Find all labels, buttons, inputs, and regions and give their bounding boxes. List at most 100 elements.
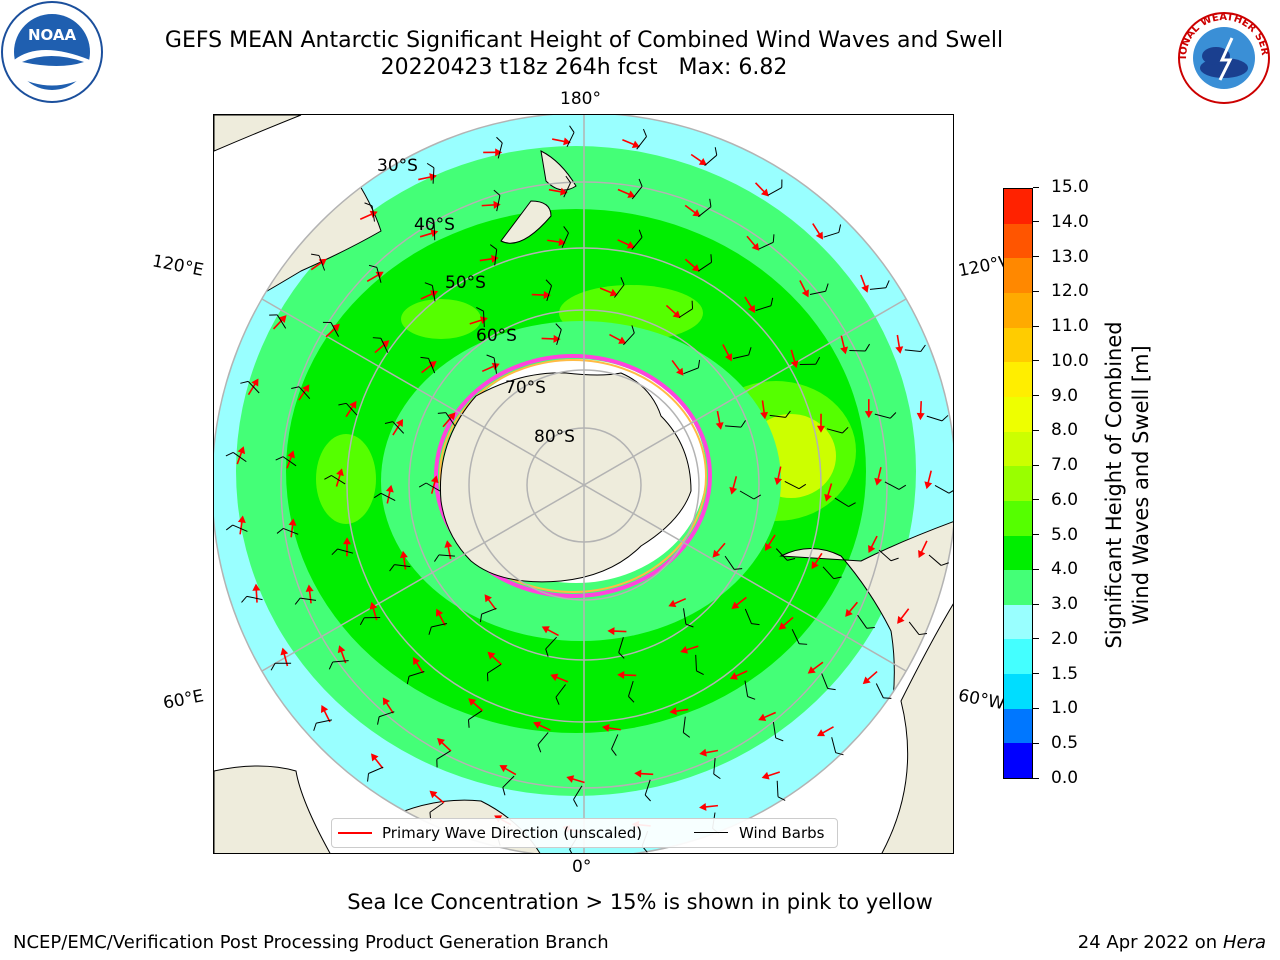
- wave-direction-arrow: [412, 657, 424, 674]
- wind-barb: [826, 426, 849, 434]
- wind-barb: [367, 766, 384, 782]
- wave-direction-arrow: [550, 673, 569, 683]
- wind-barb: [294, 597, 317, 605]
- wind-barb: [809, 283, 829, 295]
- wave-direction-arrow: [764, 534, 776, 552]
- wave-direction-arrow: [252, 583, 261, 603]
- wave-direction-arrow: [807, 661, 824, 674]
- wave-direction-arrow: [864, 399, 873, 419]
- colorbar-tick: 13.0: [1033, 248, 1089, 266]
- colorbar-tick: 7.0: [1033, 457, 1078, 474]
- land-corner-se: [881, 603, 953, 853]
- lat-label-80s: 80°S: [534, 427, 575, 447]
- wind-barb: [555, 684, 566, 705]
- wind-barb: [384, 421, 405, 434]
- wind-barb: [389, 564, 411, 572]
- wave-direction-arrow: [811, 552, 823, 570]
- wave-field-5m-nw: [401, 299, 481, 339]
- wind-barb: [428, 623, 448, 635]
- colorbar-segment: [1004, 535, 1032, 571]
- wave-direction-arrow: [547, 238, 566, 246]
- footer-date: 24 Apr 2022 on Hera: [1078, 932, 1266, 953]
- legend-wave-label: Primary Wave Direction (unscaled): [382, 824, 643, 842]
- colorbar-segment: [1004, 258, 1032, 294]
- wind-barb: [502, 775, 515, 796]
- wind-barb: [682, 716, 691, 738]
- wave-direction-arrow: [399, 550, 408, 570]
- map-svg: 30°S 40°S 50°S 60°S 70°S 80°S: [214, 115, 953, 853]
- wave-direction-arrow: [286, 450, 295, 469]
- wave-direction-arrow: [468, 698, 484, 712]
- wave-direction-arrow: [684, 204, 701, 217]
- wind-barb: [725, 420, 746, 428]
- title-line-2: 20220423 t18z 264h fcst Max: 6.82: [380, 55, 788, 80]
- wind-barb: [884, 481, 907, 490]
- colorbar-segment: [1004, 466, 1032, 501]
- wind-barb: [331, 548, 354, 556]
- lat-label-70s: 70°S: [505, 378, 546, 398]
- wave-direction-arrow: [325, 323, 340, 338]
- wind-barb: [857, 614, 875, 629]
- wave-direction-arrow: [862, 670, 878, 685]
- wind-barb: [772, 722, 784, 742]
- colorbar-tick: 2.0: [1033, 630, 1078, 648]
- wave-direction-arrow: [437, 738, 452, 752]
- wind-barb: [537, 732, 549, 753]
- legend-barb-line: [694, 832, 728, 833]
- antarctica: [439, 372, 692, 583]
- wind-barb: [269, 314, 287, 329]
- title-line-1: GEFS MEAN Antarctic Significant Height o…: [164, 28, 1004, 53]
- wind-barb: [631, 178, 643, 200]
- wave-direction-arrow: [487, 651, 503, 666]
- wind-barb: [270, 662, 292, 671]
- wave-direction-arrow: [484, 594, 497, 611]
- wave-direction-arrow: [761, 771, 781, 780]
- colorbar-segment: [1004, 500, 1032, 536]
- colorbar-segment: [1004, 327, 1032, 363]
- colorbar-tick: 10.0: [1033, 352, 1089, 370]
- colorbar: [1003, 188, 1033, 779]
- lat-label-30s: 30°S: [377, 156, 418, 176]
- wind-barb: [437, 412, 456, 427]
- wave-direction-arrow: [729, 670, 748, 680]
- wave-direction-arrow: [840, 335, 848, 355]
- wave-direction-arrow: [385, 484, 394, 504]
- wind-barb: [328, 660, 349, 670]
- wave-direction-arrow: [824, 483, 833, 502]
- wave-direction-arrow: [816, 413, 825, 433]
- footer-date-text: 24 Apr 2022 on: [1077, 932, 1218, 953]
- wind-barb: [424, 282, 436, 302]
- wind-barb: [436, 750, 451, 768]
- wave-direction-arrow: [320, 704, 331, 723]
- wind-barb: [611, 734, 619, 756]
- colorbar-tick: 12.0: [1033, 283, 1089, 300]
- wind-barb: [831, 737, 844, 756]
- wave-direction-arrow: [746, 235, 760, 251]
- lat-label-60s: 60°S: [476, 326, 517, 346]
- legend-barb-label: Wind Barbs: [739, 824, 825, 842]
- wind-barb: [623, 325, 635, 346]
- wave-direction-arrow: [790, 349, 799, 369]
- wind-barb: [276, 527, 299, 535]
- wind-barb: [908, 621, 928, 636]
- wave-direction-arrow: [722, 344, 733, 362]
- wind-barb: [758, 234, 775, 250]
- wind-barb: [928, 554, 949, 566]
- wave-direction-arrow: [481, 200, 501, 209]
- wave-direction-arrow: [371, 753, 384, 769]
- noaa-logo-text: NOAA: [28, 26, 77, 44]
- wind-barb: [545, 279, 553, 302]
- colorbar-label-line2: Wind Waves and Swell [m]: [1129, 345, 1153, 625]
- wave-direction-arrow: [699, 802, 719, 811]
- colorbar-tick: 8.0: [1033, 422, 1078, 439]
- wind-barb: [468, 710, 483, 728]
- wind-barb: [683, 359, 701, 375]
- wave-direction-arrow: [541, 334, 561, 343]
- wave-direction-arrow: [442, 412, 456, 428]
- wind-barb: [713, 758, 721, 780]
- wave-direction-arrow: [918, 540, 928, 559]
- wave-direction-arrow: [712, 542, 726, 558]
- wave-direction-arrow: [617, 670, 637, 679]
- colorbar-segment: [1004, 293, 1032, 328]
- wind-barb: [373, 492, 396, 502]
